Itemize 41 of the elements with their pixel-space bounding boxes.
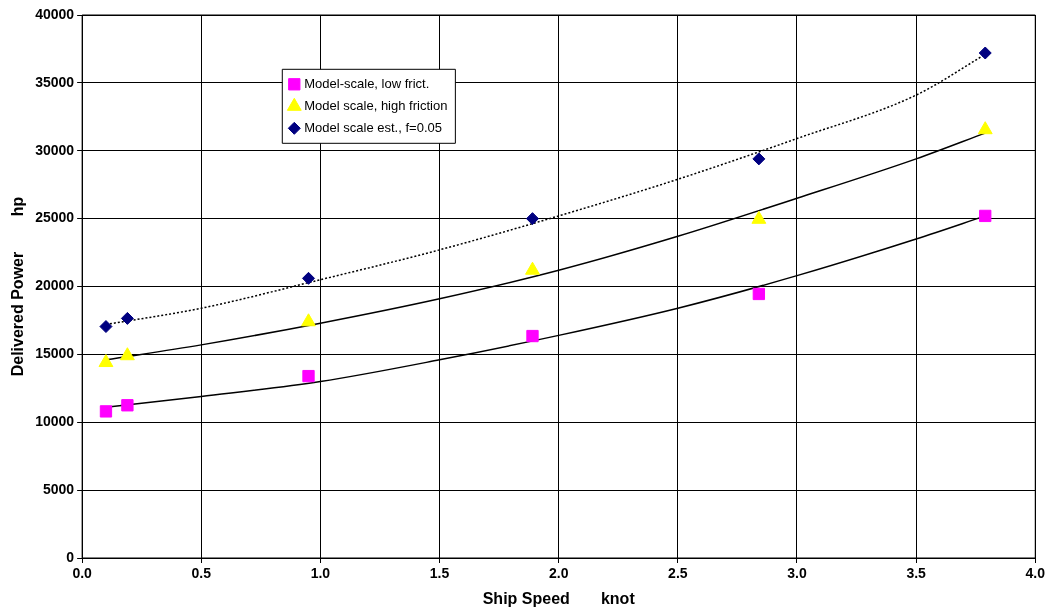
- y-tick-label: 15000: [35, 345, 75, 362]
- point: [525, 212, 539, 226]
- y-tick-label: 35000: [35, 73, 75, 90]
- point: [752, 287, 766, 301]
- y-tick-label: 5000: [42, 480, 75, 497]
- point: [301, 313, 316, 327]
- legend-label: Model-scale, low frict.: [304, 75, 430, 91]
- x-tick-label: 1.5: [429, 565, 450, 582]
- x-tick-label: 4.0: [1025, 565, 1046, 582]
- point: [99, 320, 113, 334]
- point: [525, 261, 540, 275]
- legend-label: Model scale est., f=0.05: [304, 119, 442, 135]
- x-tick-label: 1.0: [310, 565, 331, 582]
- point: [978, 46, 992, 60]
- point: [98, 354, 114, 368]
- x-axis-title: Ship Speed knot: [482, 589, 636, 607]
- x-tick-label: 0.0: [72, 565, 93, 582]
- legend-label: Model scale, high friction: [304, 97, 448, 113]
- y-tick-label: 10000: [35, 413, 75, 430]
- y-tick-label: 40000: [35, 5, 75, 22]
- x-tick-label: 3.0: [787, 565, 807, 582]
- x-tick-label: 2.0: [548, 565, 569, 582]
- y-tick-label: 30000: [35, 141, 75, 158]
- point: [302, 271, 315, 285]
- x-tick-label: 2.5: [668, 565, 688, 582]
- point: [121, 399, 134, 412]
- y-tick-label: 20000: [35, 277, 75, 294]
- point: [119, 347, 135, 361]
- point: [751, 210, 767, 224]
- point: [302, 369, 315, 383]
- point: [120, 311, 134, 325]
- x-tick-label: 0.5: [191, 565, 212, 582]
- point: [99, 405, 113, 418]
- y-tick-label: 25000: [35, 209, 75, 226]
- y-axis-title: Delivered Power hp: [9, 196, 27, 377]
- point: [752, 152, 766, 166]
- y-tick-label: 0: [66, 548, 75, 565]
- point: [979, 209, 992, 223]
- point: [526, 329, 539, 343]
- point: [977, 121, 993, 135]
- x-tick-label: 3.5: [906, 565, 927, 582]
